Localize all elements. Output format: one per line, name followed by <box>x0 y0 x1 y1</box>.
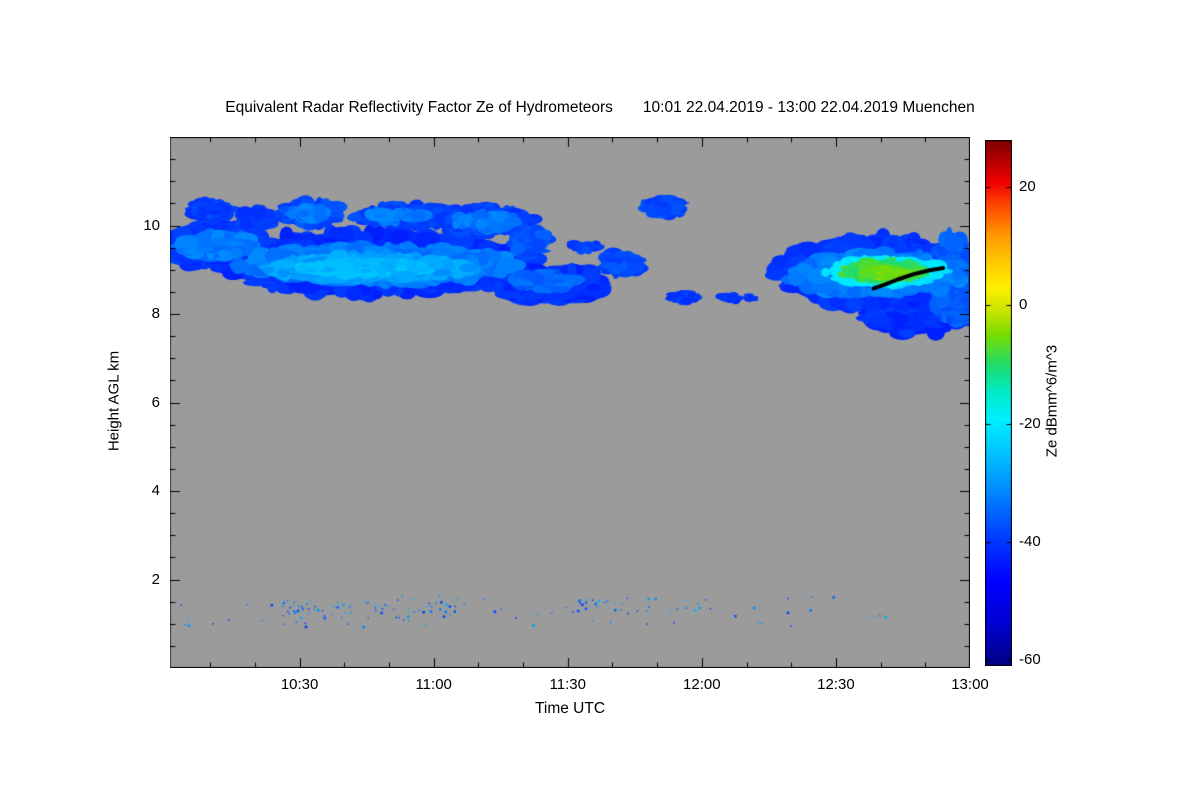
y-tick-label: 4 <box>151 482 160 499</box>
reflectivity-heatmap-canvas <box>170 137 970 668</box>
x-tick-label: 11:00 <box>415 676 452 693</box>
y-tick-label: 2 <box>151 570 160 588</box>
x-tick-label: 12:30 <box>817 676 855 693</box>
chart-title: Equivalent Radar Reflectivity Factor Ze … <box>0 99 1200 117</box>
chart-date-range: 10:01 22.04.2019 - 13:00 22.04.2019 Muen… <box>642 99 975 116</box>
colorbar-tick-label: 0 <box>1019 296 1028 314</box>
x-tick-label: 13:00 <box>951 676 989 693</box>
chart-title-text: Equivalent Radar Reflectivity Factor Ze … <box>225 99 613 116</box>
y-tick-label: 8 <box>151 305 160 322</box>
y-tick-label: 10 <box>143 216 160 234</box>
y-tick-label: 6 <box>151 393 160 411</box>
x-axis-label: Time UTC <box>534 700 606 717</box>
colorbar-canvas <box>985 140 1012 666</box>
colorbar-tick-label: -20 <box>1019 414 1041 432</box>
x-tick-label: 12:00 <box>683 676 721 693</box>
x-tick-label: 10:30 <box>280 676 319 693</box>
colorbar-label: Ze dBmm^6/m^3 <box>1043 344 1061 458</box>
colorbar-tick-label: -40 <box>1019 532 1041 550</box>
colorbar-tick-label: -60 <box>1019 651 1041 669</box>
colorbar-tick-label: 20 <box>1019 178 1036 196</box>
x-tick-label: 11:30 <box>549 676 586 693</box>
